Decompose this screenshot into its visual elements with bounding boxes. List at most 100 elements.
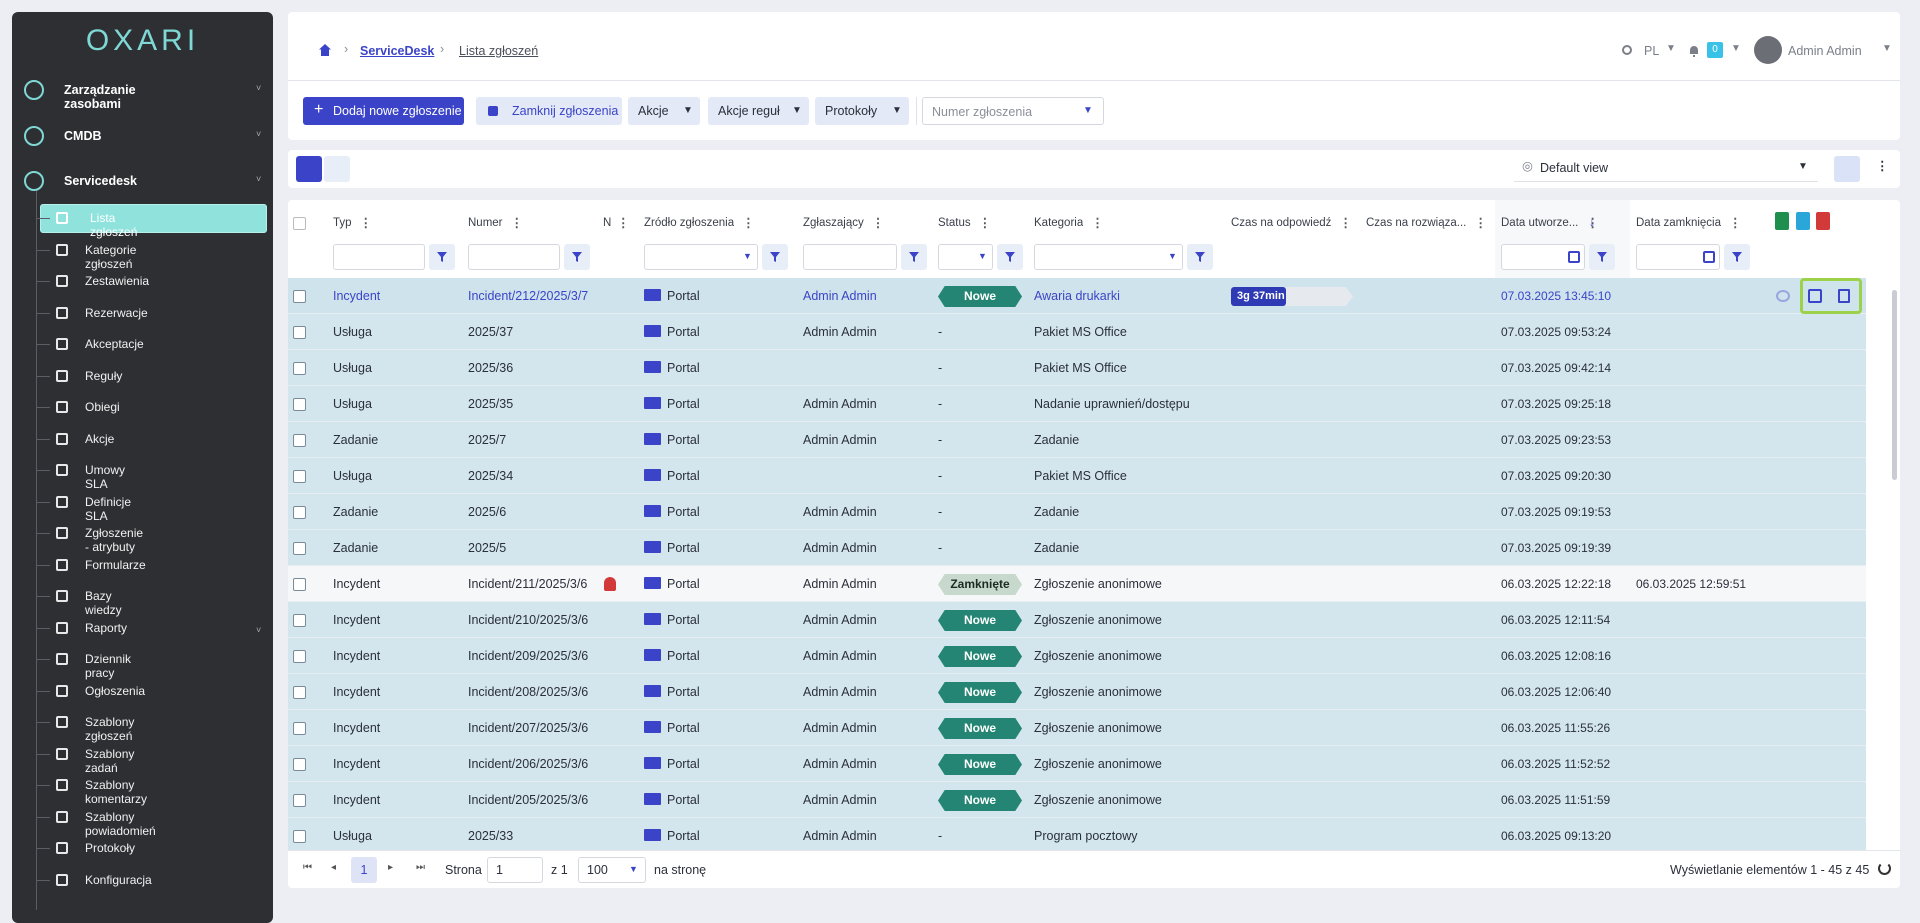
row-checkbox[interactable] bbox=[293, 362, 306, 375]
edit-button[interactable] bbox=[1808, 289, 1822, 303]
filter-button[interactable] bbox=[564, 244, 590, 270]
filter-input[interactable] bbox=[468, 244, 560, 270]
sidebar-item[interactable]: Raporty bbox=[85, 621, 127, 635]
sidebar-item[interactable]: Szablony komentarzy bbox=[85, 778, 147, 806]
page-nav[interactable]: ⏮ bbox=[303, 862, 312, 873]
avatar[interactable] bbox=[1754, 36, 1782, 64]
column-header[interactable]: N bbox=[603, 217, 611, 229]
add-button[interactable]: +Dodaj nowe zgłoszenie bbox=[303, 97, 464, 125]
sidebar-item[interactable]: Protokoły bbox=[85, 841, 135, 855]
filter-button[interactable] bbox=[1724, 244, 1750, 270]
bell-icon[interactable] bbox=[1688, 44, 1700, 57]
column-menu[interactable]: ⋮ bbox=[1091, 215, 1104, 230]
table-row[interactable]: IncydentIncident/206/2025/3/6PortalAdmin… bbox=[288, 746, 1866, 782]
column-header[interactable]: Numer bbox=[468, 217, 503, 229]
filter-input[interactable]: ▼ bbox=[1034, 244, 1183, 270]
filter-input[interactable] bbox=[1501, 244, 1585, 270]
row-checkbox[interactable] bbox=[293, 614, 306, 627]
language[interactable]: PL bbox=[1644, 44, 1659, 58]
sidebar-item[interactable]: Kategorie zgłoszeń bbox=[85, 243, 136, 271]
filter-button[interactable] bbox=[901, 244, 927, 270]
column-menu[interactable]: ⋮ bbox=[617, 215, 630, 230]
row-checkbox[interactable] bbox=[293, 650, 306, 663]
filter-input[interactable]: ▼ bbox=[644, 244, 758, 270]
breadcrumb-link[interactable]: ServiceDesk bbox=[360, 44, 434, 58]
section-label[interactable]: CMDB bbox=[64, 129, 102, 143]
dropdown-button[interactable]: Akcje reguł▼ bbox=[708, 97, 809, 125]
row-checkbox[interactable] bbox=[293, 758, 306, 771]
column-menu[interactable]: ⋮ bbox=[1729, 215, 1742, 230]
table-row[interactable]: IncydentIncident/210/2025/3/6PortalAdmin… bbox=[288, 602, 1866, 638]
row-checkbox[interactable] bbox=[293, 794, 306, 807]
column-menu[interactable]: ⋮ bbox=[979, 215, 992, 230]
filter-button[interactable] bbox=[1187, 244, 1213, 270]
filter-button[interactable] bbox=[429, 244, 455, 270]
column-header[interactable]: Czas na rozwiąza... bbox=[1366, 217, 1466, 229]
excel-export[interactable] bbox=[1775, 212, 1789, 230]
table-row[interactable]: IncydentIncident/205/2025/3/6PortalAdmin… bbox=[288, 782, 1866, 818]
sidebar-item[interactable]: Szablony zadań bbox=[85, 747, 134, 775]
sidebar-item[interactable]: Ogłoszenia bbox=[85, 684, 145, 698]
column-menu[interactable]: ⋮ bbox=[1474, 215, 1487, 230]
table-row[interactable]: Usługa2025/37PortalAdmin Admin-Pakiet MS… bbox=[288, 314, 1866, 350]
row-checkbox[interactable] bbox=[293, 542, 306, 555]
sidebar-item[interactable]: Szablony powiadomień bbox=[85, 810, 156, 838]
refresh-button[interactable] bbox=[1878, 862, 1891, 875]
table-row[interactable]: Zadanie2025/5PortalAdmin Admin-Zadanie07… bbox=[288, 530, 1866, 566]
current-page[interactable]: 1 bbox=[351, 857, 377, 883]
view-icon[interactable] bbox=[1776, 290, 1790, 302]
table-row[interactable]: Usługa2025/35PortalAdmin Admin-Nadanie u… bbox=[288, 386, 1866, 422]
more-button[interactable]: ⋮ bbox=[1876, 158, 1889, 173]
filter-button[interactable] bbox=[997, 244, 1023, 270]
table-row[interactable]: Usługa2025/36Portal-Pakiet MS Office07.0… bbox=[288, 350, 1866, 386]
column-header[interactable]: Data zamknięcia bbox=[1636, 217, 1721, 229]
sidebar-item[interactable]: Definicje SLA bbox=[85, 495, 131, 523]
sidebar-item[interactable]: Zestawienia bbox=[85, 274, 149, 288]
table-row[interactable]: Usługa2025/34Portal-Pakiet MS Office07.0… bbox=[288, 458, 1866, 494]
sidebar-item[interactable]: Reguły bbox=[85, 369, 122, 383]
grid-view-button[interactable] bbox=[296, 156, 322, 182]
table-row[interactable]: Zadanie2025/7PortalAdmin Admin-Zadanie07… bbox=[288, 422, 1866, 458]
header-checkbox[interactable] bbox=[293, 217, 306, 230]
column-menu[interactable]: ⋮ bbox=[872, 215, 885, 230]
page-nav[interactable]: ◂ bbox=[331, 862, 336, 873]
row-checkbox[interactable] bbox=[293, 722, 306, 735]
table-row[interactable]: IncydentIncident/211/2025/3/6PortalAdmin… bbox=[288, 566, 1866, 602]
column-menu[interactable]: ⋮ bbox=[742, 215, 755, 230]
column-header[interactable]: Kategoria bbox=[1034, 217, 1083, 229]
table-row[interactable]: IncydentIncident/212/2025/3/7PortalAdmin… bbox=[288, 278, 1866, 314]
section-label[interactable]: Zarządzanie zasobami bbox=[64, 83, 136, 111]
filter-input[interactable]: ▼ bbox=[938, 244, 993, 270]
row-checkbox[interactable] bbox=[293, 686, 306, 699]
column-menu[interactable]: ⋮ bbox=[511, 215, 524, 230]
column-header[interactable]: Typ bbox=[333, 217, 352, 229]
pdf-export[interactable] bbox=[1816, 212, 1830, 230]
search-input[interactable]: Numer zgłoszenia▼ bbox=[922, 97, 1104, 125]
page-nav[interactable]: ▸ bbox=[388, 862, 393, 873]
column-menu[interactable]: ⋮ bbox=[1339, 215, 1352, 230]
dropdown-button[interactable]: Protokoły▼ bbox=[815, 97, 909, 125]
sidebar-item[interactable]: Akceptacje bbox=[85, 337, 144, 351]
row-checkbox[interactable] bbox=[293, 290, 306, 303]
table-row[interactable]: IncydentIncident/208/2025/3/6PortalAdmin… bbox=[288, 674, 1866, 710]
sidebar-item[interactable]: Szablony zgłoszeń bbox=[85, 715, 134, 743]
home-icon[interactable] bbox=[318, 43, 332, 57]
filter-button[interactable] bbox=[762, 244, 788, 270]
sidebar-item[interactable]: Lista zgłoszeń bbox=[90, 211, 137, 239]
sidebar-item[interactable]: Bazy wiedzy bbox=[85, 589, 122, 617]
row-checkbox[interactable] bbox=[293, 434, 306, 447]
column-menu[interactable]: ⋮ bbox=[360, 215, 373, 230]
filter-input[interactable] bbox=[333, 244, 425, 270]
column-header[interactable]: Zgłaszający bbox=[803, 217, 864, 229]
close-button[interactable]: Zamknij zgłoszenia bbox=[476, 97, 622, 125]
table-row[interactable]: Zadanie2025/6PortalAdmin Admin-Zadanie07… bbox=[288, 494, 1866, 530]
settings-icon[interactable] bbox=[1621, 44, 1633, 56]
column-header[interactable]: Data utworze... bbox=[1501, 217, 1578, 229]
table-row[interactable]: IncydentIncident/207/2025/3/6PortalAdmin… bbox=[288, 710, 1866, 746]
user-name[interactable]: Admin Admin bbox=[1788, 44, 1862, 58]
row-checkbox[interactable] bbox=[293, 326, 306, 339]
column-header[interactable]: Źródło zgłoszenia bbox=[644, 217, 734, 229]
page-nav[interactable]: ⏭ bbox=[416, 862, 425, 873]
row-checkbox[interactable] bbox=[293, 830, 306, 843]
sidebar-item[interactable]: Umowy SLA bbox=[85, 463, 125, 491]
